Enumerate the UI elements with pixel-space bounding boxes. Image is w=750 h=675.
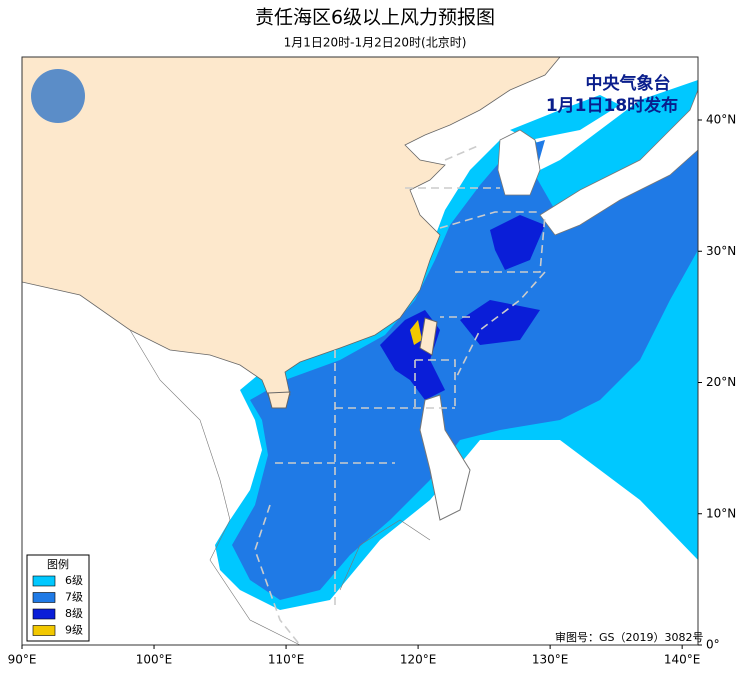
legend-swatch <box>32 608 56 620</box>
borneo-indochina <box>129 329 431 645</box>
sea-boundaries <box>254 144 546 645</box>
wind-9 <box>410 320 422 345</box>
lat-tick-label: 0° <box>706 638 720 652</box>
lat-tick-label: 40°N <box>706 113 736 127</box>
hainan <box>267 391 291 409</box>
lon-tick-label: 90°E <box>8 653 37 667</box>
legend-swatch <box>32 575 56 587</box>
taiwan <box>419 317 438 356</box>
wind-6b <box>510 95 620 140</box>
lon-tick-label: 100°E <box>136 653 173 667</box>
legend-title: 图例 <box>47 557 69 571</box>
philippines <box>419 394 471 521</box>
title: 责任海区6级以上风力预报图 <box>255 7 495 29</box>
lon-tick-label: 140°E <box>664 653 701 667</box>
wind-8c <box>460 300 540 345</box>
legend-label: 8级 <box>65 607 83 620</box>
issuer-name: 中央气象台 <box>586 73 671 94</box>
subtitle: 1月1日20时-1月2日20时(北京时) <box>284 36 467 50</box>
legend-label: 9级 <box>65 624 83 637</box>
frame <box>21 56 699 646</box>
japan <box>539 89 698 236</box>
korea <box>497 129 541 196</box>
legend-label: 6级 <box>65 574 83 587</box>
lon-tick-label: 110°E <box>268 653 305 667</box>
wind-7 <box>232 140 698 600</box>
map <box>22 57 698 645</box>
lat-tick-label: 10°N <box>706 506 736 520</box>
logo <box>31 69 85 123</box>
issuer-time: 1月1日18时发布 <box>546 95 678 116</box>
lat-tick-label: 20°N <box>706 375 736 389</box>
legend-swatch <box>32 625 56 636</box>
china-land <box>22 57 561 401</box>
lon-tick-label: 130°E <box>532 653 569 667</box>
legend-swatch <box>32 592 56 603</box>
wind-8b <box>490 215 545 270</box>
legend-label: 7级 <box>65 591 83 604</box>
lon-tick-label: 120°E <box>400 653 437 667</box>
approval: 审图号：GS（2019）3082号 <box>555 630 704 644</box>
lat-tick-label: 30°N <box>706 244 736 258</box>
